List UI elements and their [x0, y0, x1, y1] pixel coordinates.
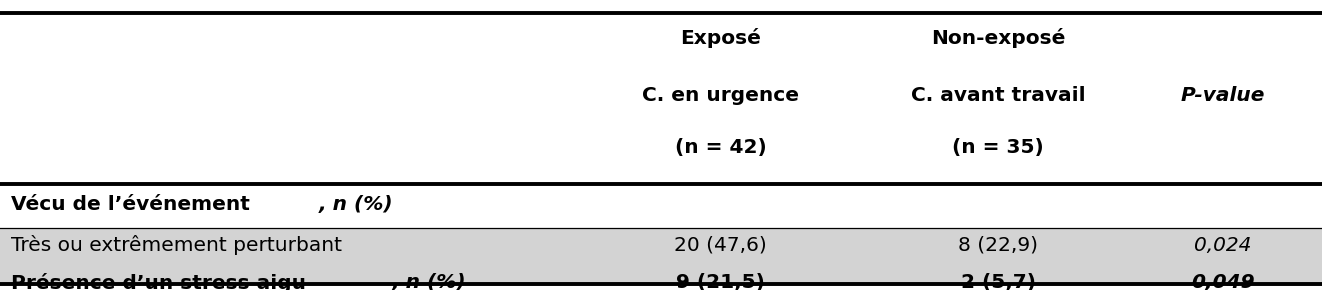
Text: 20 (47,6): 20 (47,6) [674, 235, 767, 255]
Text: , n (%): , n (%) [319, 195, 394, 214]
Text: Vécu de l’événement: Vécu de l’événement [11, 195, 250, 214]
Text: , n (%): , n (%) [391, 273, 465, 290]
Text: Non-exposé: Non-exposé [931, 28, 1066, 48]
Text: Très ou extrêmement perturbant: Très ou extrêmement perturbant [11, 235, 341, 255]
Text: C. avant travail: C. avant travail [911, 86, 1085, 105]
Text: 9 (21,5): 9 (21,5) [676, 273, 765, 290]
Bar [0, 228, 1322, 286]
Text: 0,049: 0,049 [1191, 273, 1255, 290]
Text: C. en urgence: C. en urgence [642, 86, 798, 105]
Text: P-value: P-value [1181, 86, 1265, 105]
Text: (n = 35): (n = 35) [952, 138, 1044, 157]
Text: 2 (5,7): 2 (5,7) [961, 273, 1035, 290]
Text: Présence d’un stress aigu: Présence d’un stress aigu [11, 273, 305, 290]
Text: 0,024: 0,024 [1194, 235, 1252, 255]
Text: (n = 42): (n = 42) [674, 138, 767, 157]
Text: Exposé: Exposé [680, 28, 761, 48]
Text: 8 (22,9): 8 (22,9) [958, 235, 1038, 255]
